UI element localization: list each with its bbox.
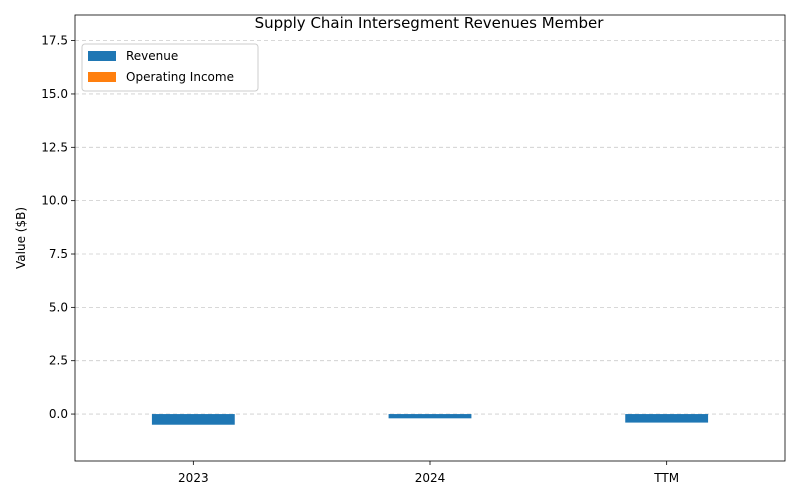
- legend: Revenue Operating Income: [81, 43, 259, 92]
- x-tick-label: 2024: [415, 471, 446, 485]
- legend-label-operating-income: Operating Income: [126, 70, 234, 84]
- legend-swatch-operating-income: [88, 72, 116, 82]
- y-tick-label: 5.0: [49, 300, 68, 314]
- x-tick-label: 2023: [178, 471, 209, 485]
- y-tick-label: 2.5: [49, 354, 68, 368]
- bars: [151, 414, 709, 425]
- x-axis-ticks: 2023 2024 TTM: [178, 461, 679, 485]
- legend-label-revenue: Revenue: [126, 49, 178, 63]
- y-tick-label: 0.0: [49, 407, 68, 421]
- y-axis-label: Value ($B): [14, 207, 28, 269]
- x-tick-label: TTM: [653, 471, 679, 485]
- chart-title: Supply Chain Intersegment Revenues Membe…: [255, 14, 605, 32]
- y-tick-label: 15.0: [41, 87, 68, 101]
- bar-revenue: [625, 414, 709, 423]
- legend-swatch-revenue: [88, 51, 116, 61]
- y-tick-label: 12.5: [41, 140, 68, 154]
- legend-box: [81, 43, 259, 92]
- y-tick-label: 7.5: [49, 247, 68, 261]
- gridlines: [75, 40, 785, 415]
- y-axis-ticks: 0.0 2.5 5.0 7.5 10.0 12.5 15.0 17.5: [41, 34, 75, 421]
- bar-revenue: [388, 414, 472, 419]
- y-tick-label: 10.0: [41, 194, 68, 208]
- y-tick-label: 17.5: [41, 34, 68, 48]
- bar-revenue: [151, 414, 235, 425]
